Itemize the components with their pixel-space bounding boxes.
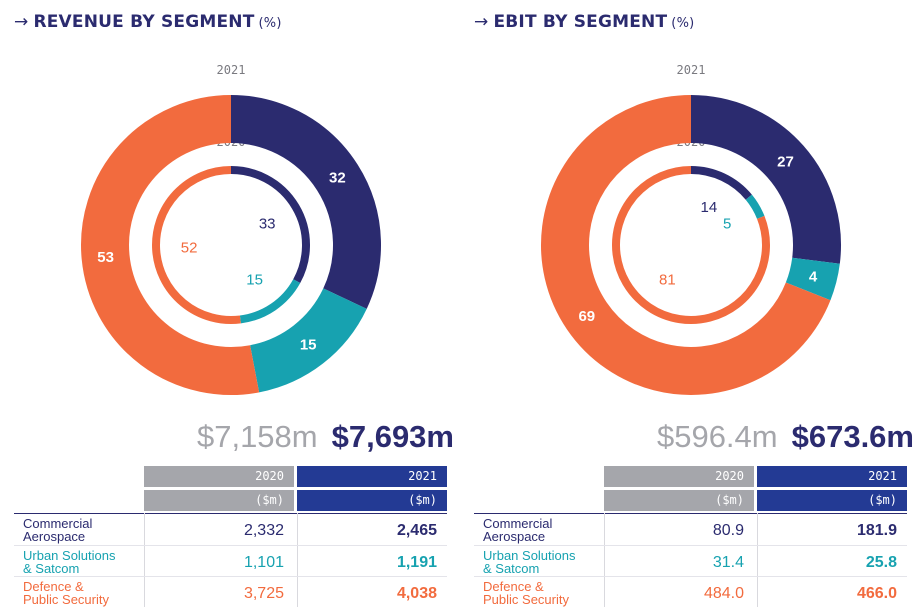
table-row: Urban Solutions & Satcom 31.4 25.8 [474, 546, 907, 577]
value-2021: 1,191 [396, 554, 437, 571]
column-divider [604, 513, 605, 607]
revenue-inner-label-urban-solutions: 15 [246, 272, 263, 289]
value-2020: 80.9 [712, 522, 744, 539]
ebit-unit-2020: ($m) [604, 490, 754, 511]
segment-label: Urban Solutions & Satcom [23, 548, 116, 576]
table-row: Defence & Public Security 484.0 466.0 [474, 577, 907, 608]
ebit-outer-year-label: 2021 [677, 63, 706, 77]
ebit-inner-slice-commercial-aerospace [690, 166, 752, 200]
revenue-table-unit-header: ($m) ($m) [144, 490, 447, 511]
value-2020: 3,725 [243, 585, 284, 602]
revenue-inner-label-commercial-aerospace: 33 [259, 216, 276, 233]
row-divider [474, 576, 907, 577]
column-divider [144, 513, 145, 607]
revenue-header-2021: 2021 [297, 466, 447, 487]
revenue-title-unit: (%) [258, 16, 282, 31]
ebit-header-2020: 2020 [604, 466, 754, 487]
table-row: Commercial Aerospace 80.9 181.9 [474, 514, 907, 545]
ebit-outer-slice-commercial-aerospace [690, 95, 841, 264]
revenue-unit-2020: ($m) [144, 490, 294, 511]
ebit-inner-label-defence-public-security: 81 [659, 272, 676, 289]
revenue-outer-slice-commercial-aerospace [230, 95, 381, 309]
value-2021: 2,465 [396, 522, 437, 539]
revenue-totals: $7,158m $7,693m [197, 419, 454, 455]
row-divider [474, 545, 907, 546]
ebit-inner-slice-defence-public-security [612, 166, 770, 324]
table-row: Urban Solutions & Satcom 1,101 1,191 [14, 546, 447, 577]
ebit-inner-label-commercial-aerospace: 14 [701, 199, 718, 216]
ebit-table-year-header: 2020 2021 [604, 466, 907, 487]
segment-label: Defence & Public Security [483, 579, 569, 607]
ebit-outer-label-urban-solutions: 4 [809, 268, 818, 285]
ebit-totals: $596.4m $673.6m [657, 419, 913, 455]
ebit-outer-label-defence-public-security: 69 [578, 308, 595, 325]
row-divider [14, 545, 447, 546]
row-divider [14, 576, 447, 577]
value-2021: 466.0 [856, 585, 897, 602]
ebit-title-unit: (%) [671, 16, 695, 31]
value-2020: 2,332 [243, 522, 284, 539]
revenue-inner-slice-defence-public-security [152, 166, 241, 324]
ebit-inner-slice-urban-solutions [745, 194, 765, 219]
ebit-title: → EBIT BY SEGMENT (%) [474, 12, 694, 32]
revenue-title: → REVENUE BY SEGMENT (%) [14, 12, 282, 32]
revenue-inner-slice-urban-solutions [239, 279, 301, 324]
ebit-outer-slice-defence-public-security [541, 95, 831, 395]
ebit-outer-slice-urban-solutions [785, 257, 840, 301]
revenue-total-2021: $7,693m [331, 419, 454, 454]
revenue-outer-slice-defence-public-security [81, 95, 260, 395]
table-divider [474, 513, 907, 514]
revenue-outer-slice-urban-solutions [249, 287, 367, 393]
revenue-outer-label-urban-solutions: 15 [300, 337, 317, 354]
revenue-outer-year-label: 2021 [217, 63, 246, 77]
table-divider [14, 513, 447, 514]
value-2020: 484.0 [703, 585, 744, 602]
revenue-inner-label-defence-public-security: 52 [181, 240, 198, 257]
ebit-unit-2021: ($m) [757, 490, 907, 511]
revenue-header-2020: 2020 [144, 466, 294, 487]
revenue-outer-label-defence-public-security: 53 [97, 249, 114, 266]
revenue-unit-2021: ($m) [297, 490, 447, 511]
arrow-right-icon: → [474, 12, 489, 32]
value-2020: 31.4 [712, 554, 744, 571]
ebit-table-unit-header: ($m) ($m) [604, 490, 907, 511]
ebit-panel: → EBIT BY SEGMENT (%) 2021 2020 27 4 69 14 5 81… [474, 0, 913, 614]
value-2021: 181.9 [856, 522, 897, 539]
ebit-header-2021: 2021 [757, 466, 907, 487]
arrow-right-icon: → [14, 12, 29, 32]
table-row: Defence & Public Security 3,725 4,038 [14, 577, 447, 608]
segment-label: Defence & Public Security [23, 579, 109, 607]
value-2021: 4,038 [396, 585, 437, 602]
segment-label: Commercial Aerospace [483, 516, 553, 544]
table-row: Commercial Aerospace 2,332 2,465 [14, 514, 447, 545]
column-divider [757, 513, 758, 607]
revenue-table-year-header: 2020 2021 [144, 466, 447, 487]
revenue-total-2020: $7,158m [196, 419, 318, 454]
ebit-total-2020: $596.4m [656, 419, 778, 454]
revenue-panel: → REVENUE BY SEGMENT (%) 2021 2020 32 15 53 3… [14, 0, 454, 614]
column-divider [297, 513, 298, 607]
ebit-outer-label-commercial-aerospace: 27 [777, 154, 794, 171]
revenue-inner-slice-commercial-aerospace [230, 166, 310, 284]
value-2020: 1,101 [243, 554, 284, 571]
segment-label: Commercial Aerospace [23, 516, 93, 544]
ebit-title-text: EBIT BY SEGMENT [493, 12, 668, 32]
revenue-title-text: REVENUE BY SEGMENT [33, 12, 255, 32]
value-2021: 25.8 [865, 554, 897, 571]
ebit-total-2021: $673.6m [791, 419, 913, 454]
ebit-inner-label-urban-solutions: 5 [723, 216, 731, 233]
segment-label: Urban Solutions & Satcom [483, 548, 576, 576]
revenue-outer-label-commercial-aerospace: 32 [329, 170, 346, 187]
